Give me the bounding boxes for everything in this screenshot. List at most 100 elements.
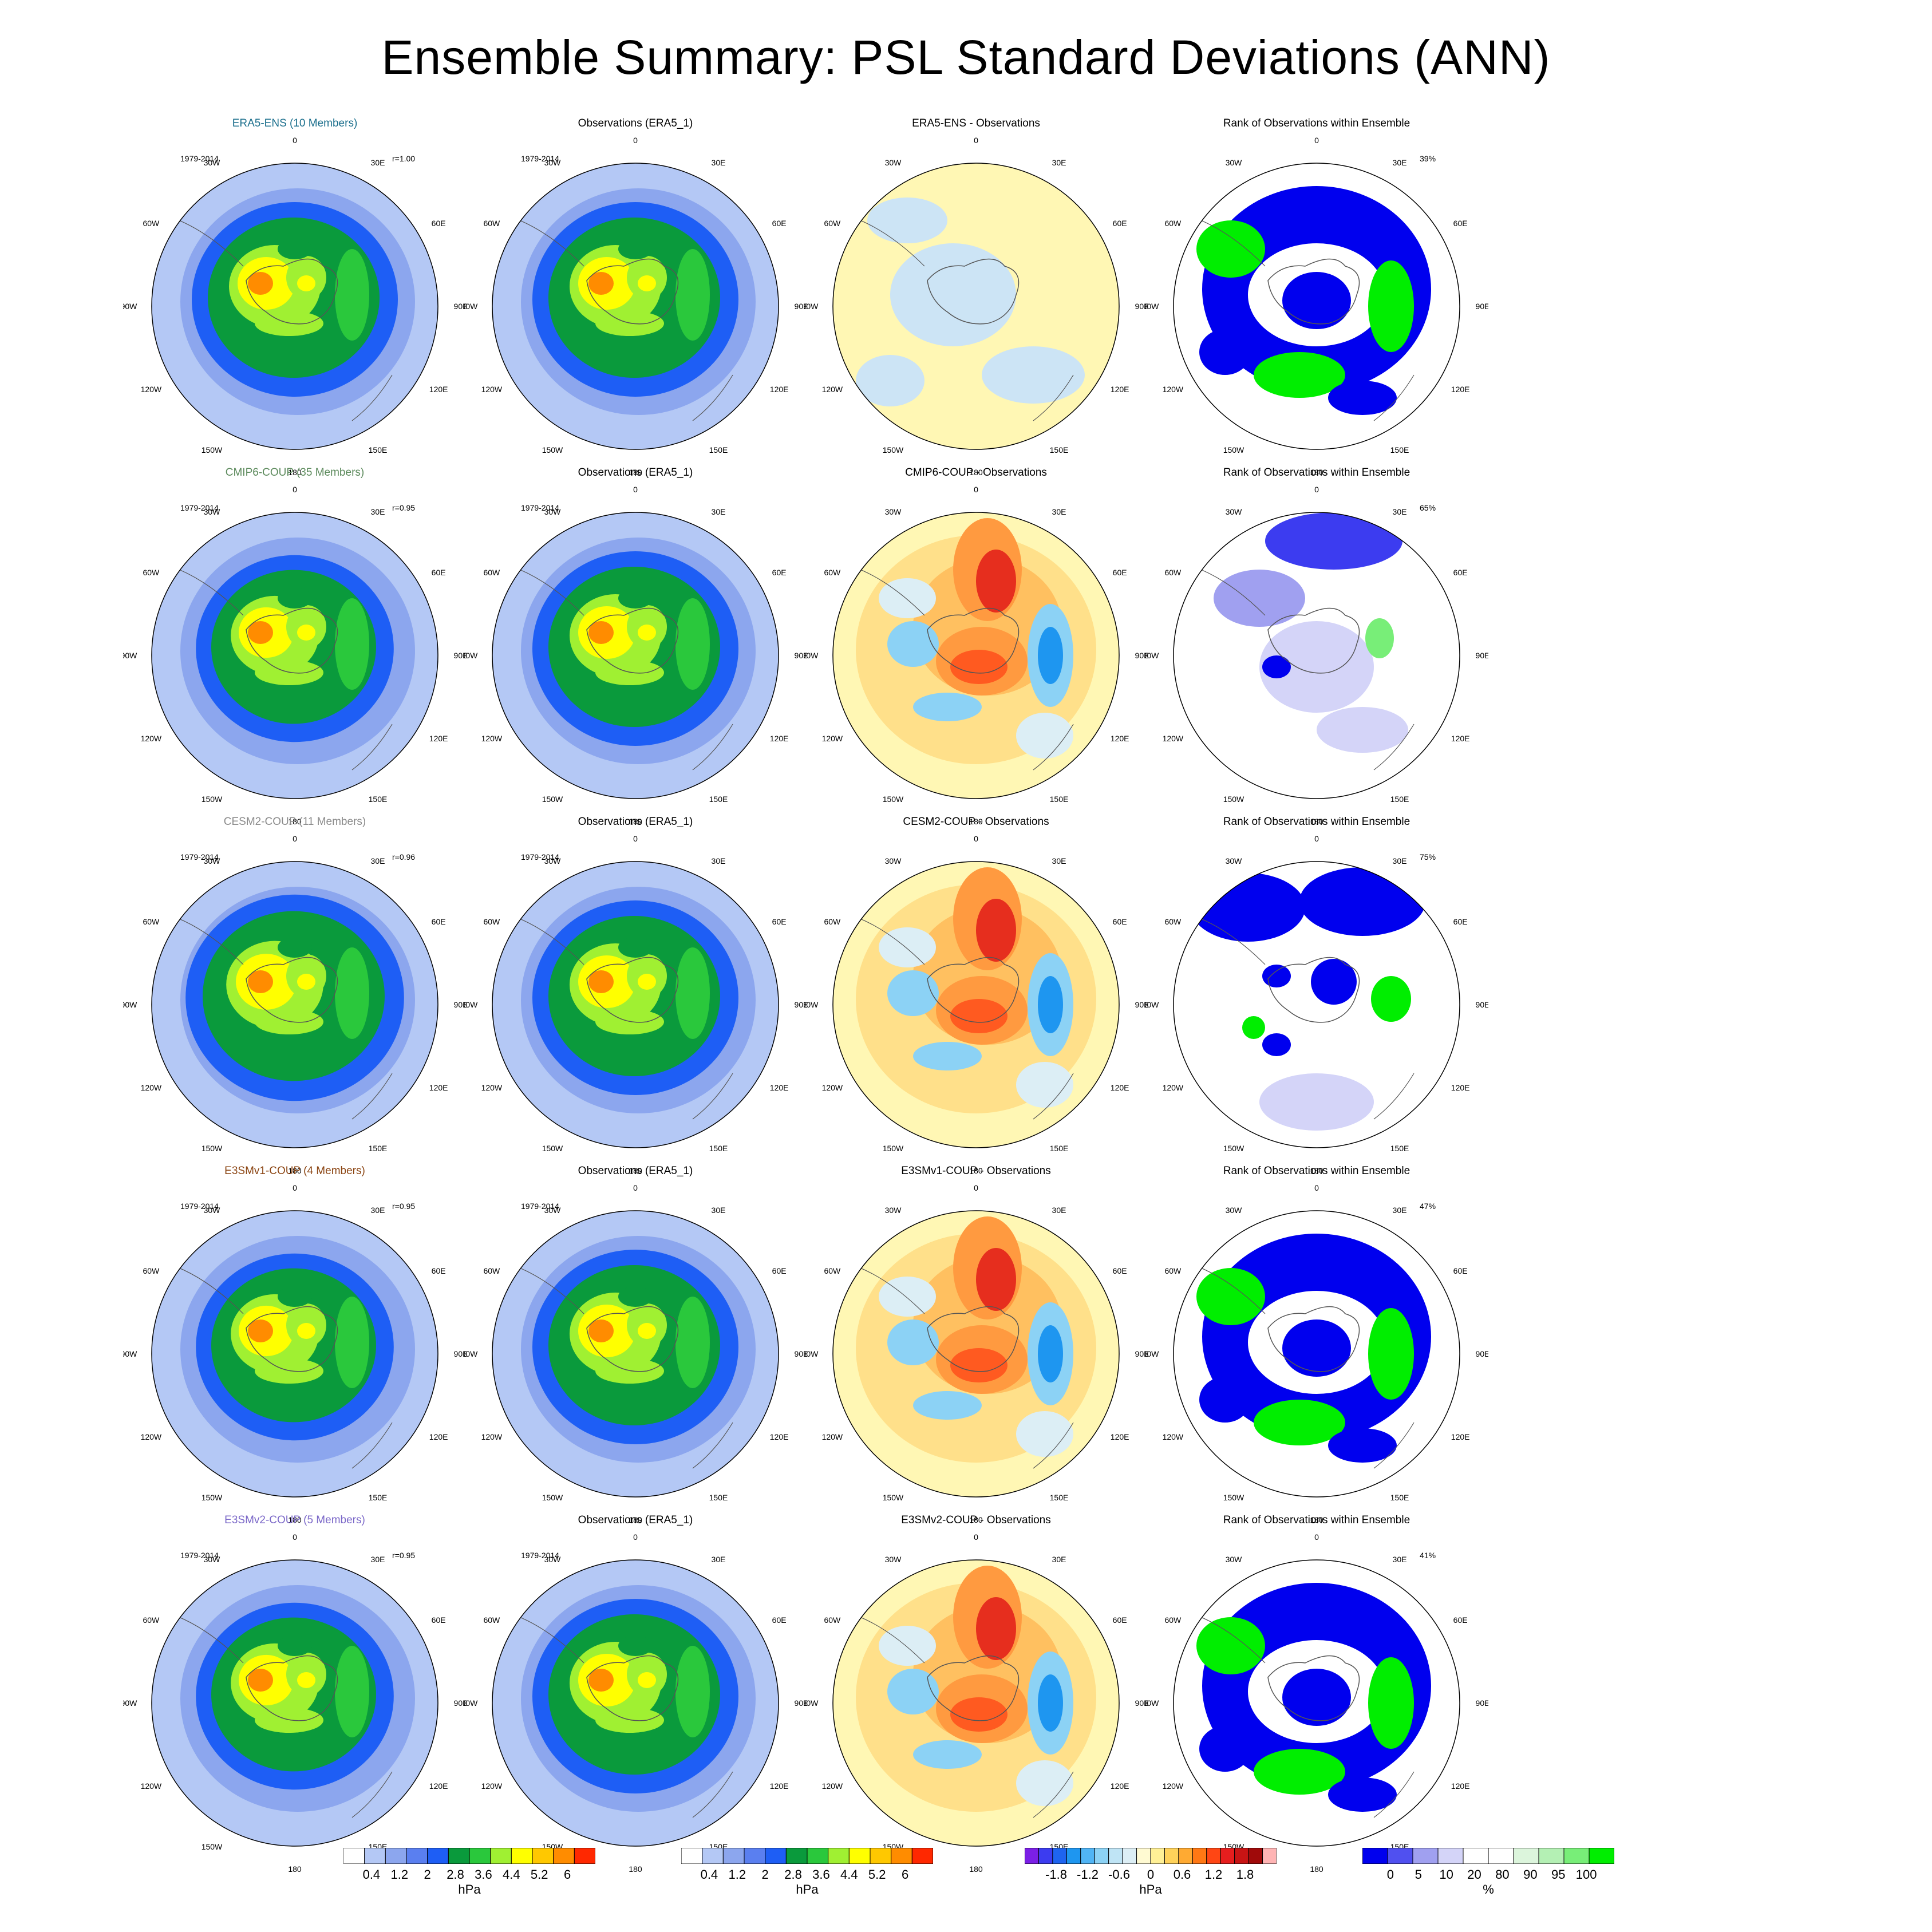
contour-region: [1328, 381, 1397, 415]
lon-label: 30E: [1393, 1206, 1407, 1215]
period-label: 1979-2014: [180, 852, 219, 862]
map-border: [1173, 1559, 1460, 1847]
contour-region: [618, 1635, 653, 1656]
contour-region: [1368, 1657, 1414, 1749]
contour-region: [638, 1323, 656, 1339]
colorbar-tick-label: 0: [1147, 1867, 1155, 1882]
colorbar-swatch: [1038, 1848, 1053, 1864]
contour-region: [278, 1635, 312, 1656]
contour-region: [675, 249, 710, 341]
contour-region: [1254, 1400, 1345, 1445]
australia-coastline: [1033, 724, 1074, 771]
lon-label: 120W: [481, 1432, 503, 1441]
rank-polar-map: 030E60E90E120E150E180150W120W90W60W30W: [1145, 485, 1488, 826]
lon-label: 30E: [1393, 158, 1407, 167]
colorbar-swatch: [574, 1848, 595, 1864]
colorbar-swatch: [1387, 1848, 1413, 1864]
colorbar-tick-label: 2: [761, 1867, 769, 1882]
colorbar-tick-label: -0.6: [1108, 1867, 1130, 1882]
contour-region: [588, 621, 614, 644]
contour-region: [618, 1286, 653, 1307]
antarctica-coastline: [927, 1306, 1020, 1372]
map-border: [832, 1559, 1120, 1847]
lon-label: 60E: [432, 917, 446, 926]
colorbar-tick-label: 1.2: [1204, 1867, 1223, 1882]
antarctica-coastline: [246, 957, 338, 1023]
lon-label: 150E: [1390, 795, 1409, 804]
rank-polar-map: 030E60E90E120E150E180150W120W90W60W30W: [1145, 1532, 1488, 1874]
contour-region: [913, 1740, 982, 1769]
colorbar-swatch: [807, 1848, 829, 1864]
obs-std-polar-map: 0 30E 60E 90E 120E 150E 180 150W 120W 90W 60W 30W: [464, 1183, 807, 1524]
lon-label: 150W: [883, 1493, 904, 1502]
panel-obs-std-row-2: Observations (ERA5_1) 1979-2014 0 30E 60E 90E…: [464, 467, 807, 826]
pattern-correlation: r=0.95: [392, 1551, 416, 1560]
contour-region: [297, 1323, 315, 1339]
page-title: Ensemble Summary: PSL Standard Deviation…: [381, 30, 1551, 84]
contour-region: [1259, 1073, 1374, 1131]
antarctica-coastline: [586, 1655, 679, 1721]
lon-label: 90E: [1135, 651, 1148, 660]
lon-label: 120W: [822, 1432, 843, 1441]
lon-label: 90W: [1145, 302, 1159, 311]
contour-region: [675, 1646, 710, 1737]
lon-label: 0: [293, 1532, 297, 1542]
colorbar-swatch: [1220, 1848, 1235, 1864]
lon-label: 30E: [1052, 1206, 1066, 1215]
lon-label: 30E: [371, 1555, 385, 1564]
colorbar-swatch: [1513, 1848, 1539, 1864]
australia-coastline: [1373, 724, 1415, 771]
lon-label: 0: [633, 834, 638, 843]
lon-label: 150E: [1390, 445, 1409, 455]
lon-label: 180: [969, 468, 983, 477]
lon-label: 0: [1314, 1183, 1319, 1192]
colorbar-swatch: [785, 1848, 808, 1864]
colorbar-tick-label: 1.2: [390, 1867, 409, 1882]
lon-label: 90E: [795, 1349, 807, 1358]
lon-label: 180: [969, 1515, 983, 1524]
contour-region: [675, 1297, 710, 1388]
lon-label: 60E: [772, 1615, 787, 1625]
lon-label: 120E: [1451, 1083, 1470, 1092]
panel-title: Rank of Observations within Ensemble: [1223, 1165, 1411, 1177]
panel-title: E3SMv2-COUP - Observations: [901, 1514, 1051, 1526]
lon-label: 120E: [770, 734, 789, 743]
colorbar-swatch: [828, 1848, 850, 1864]
contour-region: [248, 970, 273, 993]
panel-model-std-row-5: E3SMv2-COUP (5 Members) 1979-2014 r=0.95 0 3…: [123, 1514, 467, 1874]
panel-title: E3SMv2-COUP (5 Members): [224, 1514, 365, 1526]
map-border: [151, 1559, 438, 1847]
lon-label: 30E: [371, 507, 385, 516]
lon-label: 120E: [1111, 1432, 1129, 1441]
contour-region: [618, 239, 653, 259]
lon-label: 150W: [883, 445, 904, 455]
model-std-polar-map: 0 30E 60E 90E 120E 150E 180 150W 120W 90W 60W 30W: [123, 834, 467, 1175]
panel-title: ERA5-ENS (10 Members): [232, 117, 358, 129]
contour-region: [976, 899, 1016, 962]
lon-label: 120E: [1451, 734, 1470, 743]
contour-region: [887, 1669, 939, 1714]
lon-label: 0: [633, 136, 638, 145]
lon-label: 0: [974, 834, 978, 843]
rank-polar-map: 030E60E90E120E150E180150W120W90W60W30W: [1145, 136, 1488, 477]
lon-label: 30E: [371, 856, 385, 866]
lon-label: 120E: [770, 385, 789, 394]
lon-label: 60E: [1453, 568, 1468, 577]
lon-label: 120W: [822, 1781, 843, 1791]
colorbar-swatch: [1563, 1848, 1590, 1864]
panel-difference-row-1: ERA5-ENS - Observations 0 30E 60E 90E 120E 150…: [804, 117, 1148, 477]
lon-label: 60W: [1164, 219, 1182, 228]
rank-percentage: 65%: [1420, 503, 1436, 512]
map-border: [1173, 512, 1460, 799]
lon-label: 180: [969, 817, 983, 826]
lon-label: 0: [974, 1532, 978, 1542]
australia-coastline: [692, 1771, 733, 1818]
contour-region: [1328, 1777, 1397, 1812]
panel-obs-std-row-1: Observations (ERA5_1) 1979-2014 0 30E 60E 90E…: [464, 117, 807, 477]
lon-label: 180: [1310, 468, 1323, 477]
colorbar-swatch: [1052, 1848, 1067, 1864]
lon-label: 180: [288, 1515, 302, 1524]
australia-coastline: [1373, 1771, 1415, 1818]
lon-label: 120E: [770, 1432, 789, 1441]
map-border: [492, 1210, 779, 1498]
